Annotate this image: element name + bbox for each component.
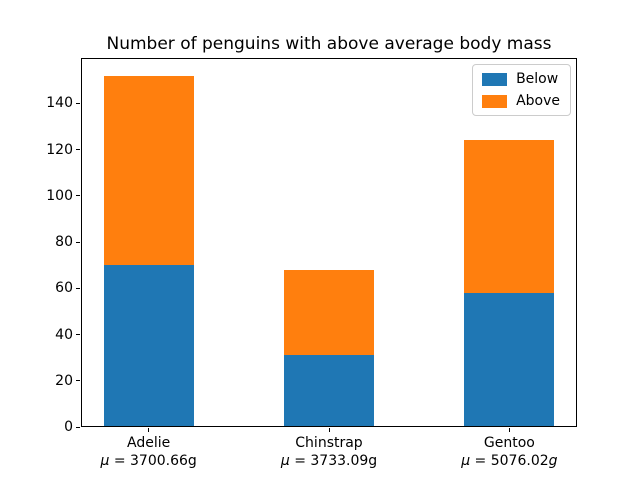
xtick-label-gentoo: Gentoo μ = 5076.02g <box>419 434 599 470</box>
xtick-label-adelie: Adelie μ = 3700.66g <box>59 434 239 470</box>
ytick-label-100: 100 <box>46 187 73 204</box>
bar-gentoo-above <box>464 140 555 293</box>
bar-chinstrap-below <box>283 355 375 427</box>
chart-title: Number of penguins with above average bo… <box>106 34 552 54</box>
ytick-mark-40 <box>76 334 80 336</box>
legend-label-below: Below <box>516 71 559 87</box>
xtick-mark-adelie <box>148 428 150 432</box>
ytick-label-0: 0 <box>64 419 73 435</box>
legend-label-above: Above <box>516 93 560 109</box>
legend-swatch-above <box>482 94 508 108</box>
plot-area: 0 20 40 60 80 100 120 140 Adelie μ = 3700.66g Chin… <box>46 58 577 469</box>
category-mean-label: μ = 3733.09g <box>280 453 378 469</box>
ytick-mark-60 <box>76 287 80 289</box>
ytick-label-60: 60 <box>55 280 73 297</box>
category-mean-label: μ = 5076.02g <box>461 453 558 469</box>
category-mean-label: μ = 3700.66g <box>100 453 197 469</box>
ytick-mark-80 <box>76 241 80 243</box>
category-name: Gentoo <box>483 435 535 451</box>
ytick-mark-20 <box>76 380 80 382</box>
legend: Below Above <box>472 64 571 116</box>
bar-chinstrap-above <box>283 269 375 356</box>
ytick-mark-0 <box>76 426 80 428</box>
xtick-label-chinstrap: Chinstrap μ = 3733.09g <box>239 434 419 470</box>
category-name: Chinstrap <box>295 435 363 451</box>
bar-adelie-below <box>103 265 194 427</box>
legend-swatch-below <box>482 72 508 86</box>
ytick-label-20: 20 <box>55 372 73 389</box>
bar-adelie-above <box>103 75 194 266</box>
ytick-label-40: 40 <box>55 326 73 343</box>
ytick-label-80: 80 <box>55 234 73 251</box>
ytick-label-140: 140 <box>46 95 73 112</box>
legend-entry-below: Below <box>482 71 560 87</box>
ytick-label-120: 120 <box>46 141 73 158</box>
ytick-mark-140 <box>76 102 80 104</box>
bar-gentoo-below <box>464 292 555 427</box>
category-name: Adelie <box>127 435 171 451</box>
xtick-mark-chinstrap <box>328 428 330 432</box>
xtick-mark-gentoo <box>508 428 510 432</box>
ytick-mark-100 <box>76 195 80 197</box>
legend-entry-above: Above <box>482 93 560 109</box>
ytick-mark-120 <box>76 149 80 151</box>
